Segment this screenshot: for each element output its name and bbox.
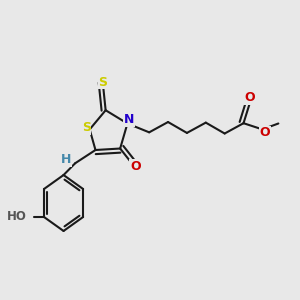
Text: O: O: [260, 126, 270, 140]
Text: S: S: [98, 76, 107, 89]
Text: O: O: [244, 91, 255, 104]
Text: HO: HO: [7, 211, 27, 224]
Text: H: H: [61, 153, 72, 166]
Text: O: O: [130, 160, 141, 173]
Text: S: S: [82, 122, 91, 134]
Text: N: N: [124, 113, 134, 127]
